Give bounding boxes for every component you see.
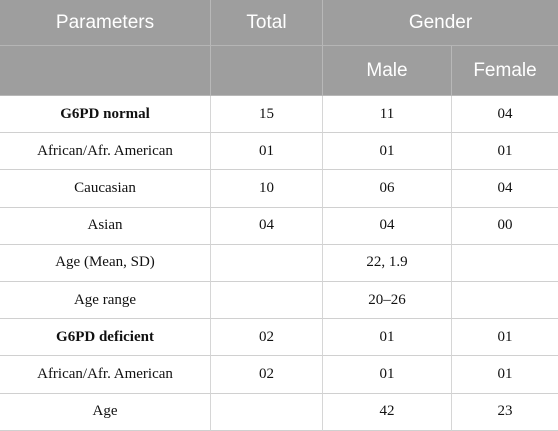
cell-total: 02: [211, 356, 323, 394]
cell-total: 15: [211, 96, 323, 134]
cell-parameter: Asian: [0, 207, 211, 245]
cell-female: 01: [452, 319, 558, 357]
cell-total: [211, 281, 323, 320]
cell-male: 42: [323, 393, 452, 431]
cell-female: 04: [452, 170, 558, 208]
cell-male: 22, 1.9: [323, 244, 452, 282]
cell-parameter: Age: [0, 393, 211, 431]
cell-parameter: African/Afr. American: [0, 356, 211, 394]
cell-male: 01: [323, 356, 452, 394]
cell-parameter: African/Afr. American: [0, 133, 211, 171]
cell-total: [211, 393, 323, 431]
cell-parameter: Age range: [0, 281, 211, 320]
header-female: Female: [452, 46, 558, 96]
cell-parameter: G6PD normal: [0, 96, 211, 134]
cell-total: 01: [211, 133, 323, 171]
cell-parameter: G6PD deficient: [0, 319, 211, 357]
cell-male: 01: [323, 133, 452, 171]
header-male: Male: [323, 46, 452, 96]
cell-total: 04: [211, 207, 323, 245]
cell-male: 06: [323, 170, 452, 208]
cell-female: 04: [452, 96, 558, 134]
header-total-sub: [211, 46, 323, 96]
cell-male: 20–26: [323, 281, 452, 320]
cell-female: [452, 245, 558, 282]
cell-parameter: Age (Mean, SD): [0, 244, 211, 282]
header-parameters: Parameters: [0, 0, 211, 46]
cell-total: [211, 244, 323, 282]
cell-parameter: Caucasian: [0, 170, 211, 208]
cell-female: 01: [452, 356, 558, 394]
cell-female: 00: [452, 208, 558, 245]
cell-female: [452, 282, 558, 320]
cell-male: 11: [323, 96, 452, 134]
header-parameters-sub: [0, 46, 211, 96]
cell-total: 02: [211, 319, 323, 357]
cell-female: 01: [452, 133, 558, 171]
header-total: Total: [211, 0, 323, 46]
cell-male: 04: [323, 207, 452, 245]
cell-male: 01: [323, 319, 452, 357]
header-gender: Gender: [323, 0, 558, 46]
cell-total: 10: [211, 170, 323, 208]
cell-female: 23: [452, 394, 558, 431]
